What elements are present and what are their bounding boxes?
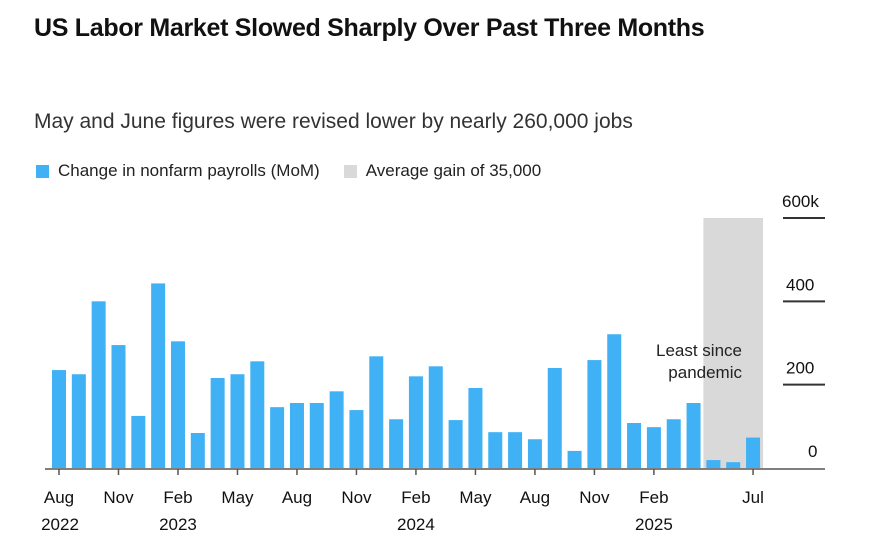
x-tick-label: Feb xyxy=(401,488,430,507)
legend-swatch-payrolls xyxy=(36,164,49,178)
bar xyxy=(706,460,721,468)
bar xyxy=(547,368,562,468)
bar xyxy=(448,420,463,468)
bar xyxy=(210,378,225,468)
legend-label-average: Average gain of 35,000 xyxy=(365,161,542,180)
legend-item-average: Average gain of 35,000 xyxy=(343,161,542,181)
bar xyxy=(408,376,423,468)
x-tick-label: Nov xyxy=(341,488,372,507)
x-tick-label: Jul xyxy=(742,488,764,507)
x-tick-label: Nov xyxy=(579,488,610,507)
bar xyxy=(488,432,503,468)
bar xyxy=(587,360,602,468)
bar xyxy=(726,462,741,468)
bar xyxy=(508,432,523,468)
bar xyxy=(666,419,681,468)
bar xyxy=(230,374,245,468)
bar xyxy=(646,427,661,468)
bar xyxy=(369,356,384,468)
x-tick-label: Nov xyxy=(103,488,134,507)
x-tick-label: May xyxy=(221,488,254,507)
bar xyxy=(389,419,404,468)
bar xyxy=(527,439,542,468)
bar xyxy=(270,407,285,468)
x-tick-year: 2024 xyxy=(397,515,435,534)
legend-label-payrolls: Change in nonfarm payrolls (MoM) xyxy=(58,161,320,180)
bar xyxy=(309,403,324,468)
x-tick-label: May xyxy=(459,488,492,507)
bar xyxy=(686,403,701,468)
bar xyxy=(111,345,126,468)
bar xyxy=(190,433,205,468)
bar xyxy=(468,388,483,468)
bar xyxy=(71,374,86,468)
bar xyxy=(349,410,364,468)
bar xyxy=(52,370,66,468)
bar xyxy=(746,437,761,468)
chart-title: US Labor Market Slowed Sharply Over Past… xyxy=(34,14,705,42)
bar xyxy=(131,415,146,468)
chart-subtitle: May and June figures were revised lower … xyxy=(34,110,633,133)
x-tick-label: Aug xyxy=(520,488,550,507)
x-tick-year: 2023 xyxy=(159,515,197,534)
bar xyxy=(627,423,642,468)
bar xyxy=(151,283,166,468)
x-tick-label: Feb xyxy=(639,488,668,507)
x-tick-label: Aug xyxy=(282,488,312,507)
legend-swatch-average xyxy=(343,164,357,178)
bar xyxy=(91,301,106,468)
legend: Change in nonfarm payrolls (MoM) Average… xyxy=(36,161,565,181)
shaded-average-region xyxy=(703,218,764,468)
bar xyxy=(170,341,185,468)
y-tick-label: 200 xyxy=(786,359,814,378)
x-tick-year: 2025 xyxy=(635,515,673,534)
bar xyxy=(289,403,304,468)
x-tick-label: Aug xyxy=(44,488,74,507)
y-tick-label: 400 xyxy=(786,275,814,294)
bar xyxy=(428,366,443,468)
annotation-line-2: pandemic xyxy=(668,363,742,382)
bar xyxy=(250,361,265,468)
x-tick-label: Feb xyxy=(163,488,192,507)
bar xyxy=(329,391,344,468)
bar xyxy=(567,450,582,468)
x-tick-year: 2022 xyxy=(41,515,79,534)
annotation-line-1: Least since xyxy=(656,341,742,360)
bar xyxy=(607,334,622,468)
legend-item-payrolls: Change in nonfarm payrolls (MoM) xyxy=(36,161,320,181)
y-tick-label: 0 xyxy=(808,442,817,461)
y-tick-label: 600k xyxy=(782,192,819,211)
